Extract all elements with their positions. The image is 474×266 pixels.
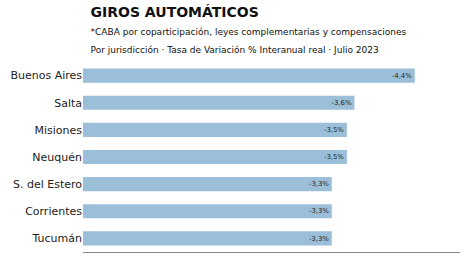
- svg-text:-3,5%: -3,5%: [324, 126, 344, 134]
- svg-text:-3,5%: -3,5%: [324, 153, 344, 161]
- svg-text:-4,4%: -4,4%: [392, 72, 412, 80]
- svg-text:Corrientes: Corrientes: [25, 205, 82, 218]
- svg-text:Misiones: Misiones: [34, 124, 82, 137]
- svg-text:-3,3%: -3,3%: [309, 180, 329, 188]
- svg-text:GIROS AUTOMÁTICOS*CABA por cop: GIROS AUTOMÁTICOS*CABA por coparticipaci…: [91, 4, 407, 55]
- svg-text:Neuquén: Neuquén: [32, 151, 82, 164]
- svg-text:-3,6%: -3,6%: [332, 99, 352, 107]
- svg-text:Tucumán: Tucumán: [32, 232, 82, 245]
- svg-text:-3,3%: -3,3%: [309, 235, 329, 243]
- svg-text:-3,3%: -3,3%: [309, 207, 329, 215]
- svg-text:Buenos Aires: Buenos Aires: [10, 69, 82, 82]
- svg-text:S. del Estero: S. del Estero: [13, 178, 82, 191]
- svg-text:Salta: Salta: [54, 97, 82, 110]
